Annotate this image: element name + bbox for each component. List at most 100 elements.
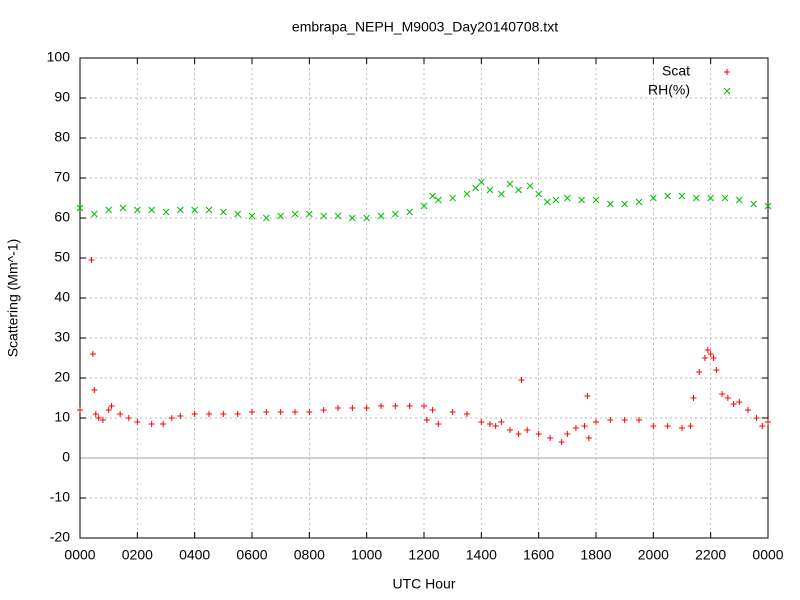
point <box>636 417 642 423</box>
point <box>650 423 657 429</box>
point <box>392 403 399 409</box>
legend-label: RH(%) <box>648 82 690 98</box>
point <box>119 204 127 212</box>
point <box>547 435 554 441</box>
legend-marker <box>724 69 730 75</box>
point <box>92 411 99 417</box>
point <box>305 210 313 218</box>
x-axis-label: UTC Hour <box>392 576 455 592</box>
y-tick-label: -10 <box>50 489 70 505</box>
point <box>108 403 115 409</box>
y-tick-label: 60 <box>54 209 70 225</box>
point <box>526 182 534 190</box>
point <box>277 212 285 220</box>
x-tick-label: 0400 <box>179 547 210 563</box>
legend-marker <box>723 87 731 95</box>
point <box>593 419 599 425</box>
point <box>334 212 342 220</box>
point <box>234 411 241 417</box>
chart-title: embrapa_NEPH_M9003_Day20140708.txt <box>292 19 558 35</box>
point <box>449 409 456 415</box>
point <box>335 405 341 411</box>
point <box>535 431 542 437</box>
point <box>692 194 700 202</box>
point <box>219 208 227 216</box>
point <box>378 403 384 409</box>
y-tick-label: 80 <box>54 129 70 145</box>
point <box>220 411 227 417</box>
point <box>552 196 560 204</box>
point <box>105 206 113 214</box>
point <box>572 425 579 431</box>
point <box>99 417 106 423</box>
point <box>687 423 694 429</box>
point <box>730 401 737 407</box>
point <box>735 196 743 204</box>
point <box>581 423 588 429</box>
y-tick-label: 100 <box>47 49 71 65</box>
x-tick-label: 2200 <box>695 547 726 563</box>
point <box>464 411 470 417</box>
point <box>744 407 751 413</box>
point <box>710 355 717 361</box>
point <box>91 387 98 393</box>
point <box>88 257 95 263</box>
point <box>423 417 430 423</box>
point <box>621 200 629 208</box>
point <box>95 415 102 421</box>
point <box>585 435 592 441</box>
point <box>363 214 371 222</box>
point <box>753 415 760 421</box>
x-tick-label: 1600 <box>523 547 554 563</box>
point <box>248 212 256 220</box>
x-tick-label: 0200 <box>122 547 153 563</box>
x-tick-label: 1200 <box>408 547 439 563</box>
point <box>191 206 199 214</box>
point <box>765 419 771 425</box>
point <box>679 425 685 431</box>
point <box>584 393 591 399</box>
point <box>160 421 167 427</box>
point <box>249 409 255 415</box>
point <box>558 439 565 445</box>
y-tick-label: 20 <box>54 369 70 385</box>
point <box>621 417 628 423</box>
x-tick-label: 0000 <box>752 547 783 563</box>
point <box>76 204 84 212</box>
y-tick-label: 50 <box>54 249 70 265</box>
y-axis-label: Scattering (Mm^-1) <box>5 239 21 358</box>
point <box>477 178 485 186</box>
point <box>535 190 543 198</box>
point <box>592 196 600 204</box>
point <box>320 407 327 413</box>
y-tick-label: 70 <box>54 169 70 185</box>
point <box>713 367 720 373</box>
point <box>543 198 551 206</box>
point <box>704 347 711 353</box>
point <box>449 194 457 202</box>
point <box>707 194 715 202</box>
point <box>191 411 198 417</box>
point <box>168 415 175 421</box>
y-tick-label: 40 <box>54 289 70 305</box>
point <box>759 423 766 429</box>
x-tick-label: 2000 <box>638 547 669 563</box>
point <box>292 409 298 415</box>
point <box>678 192 686 200</box>
point <box>736 399 743 405</box>
point <box>719 391 726 397</box>
legend-label: Scat <box>662 63 690 79</box>
point <box>429 192 436 200</box>
point <box>77 407 83 413</box>
point <box>635 198 643 206</box>
point <box>406 208 414 216</box>
point <box>478 419 485 425</box>
point <box>320 212 328 220</box>
point <box>105 407 112 413</box>
point <box>125 415 132 421</box>
point <box>133 206 141 214</box>
point <box>498 190 505 198</box>
point <box>664 192 672 200</box>
x-tick-label: 1000 <box>351 547 382 563</box>
point <box>406 403 413 409</box>
